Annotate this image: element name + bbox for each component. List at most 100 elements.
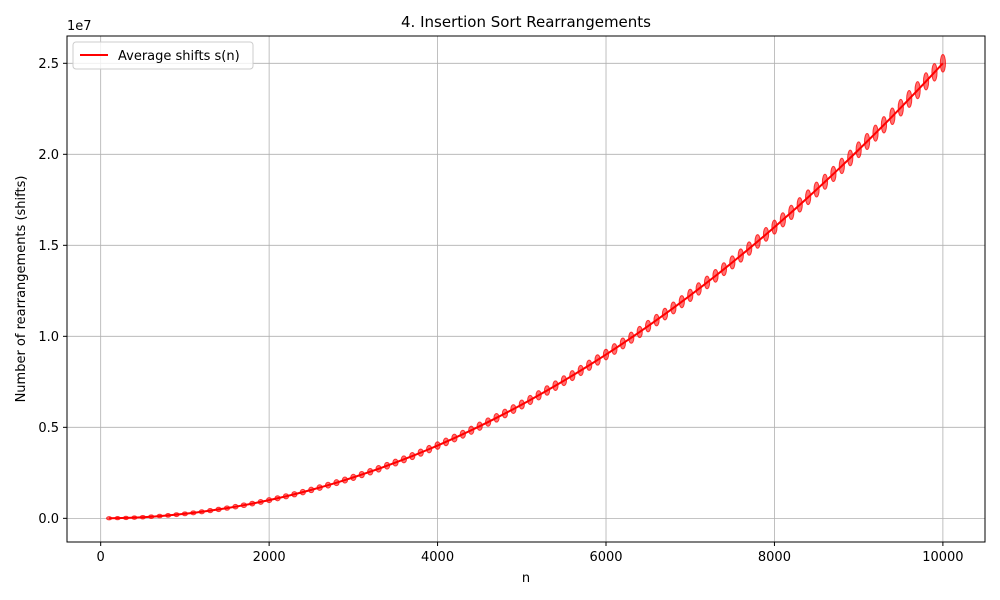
data-point bbox=[139, 514, 146, 520]
x-tick-label: 10000 bbox=[922, 550, 963, 565]
x-tick-label: 0 bbox=[97, 550, 105, 565]
y-offset-label: 1e7 bbox=[67, 19, 92, 34]
data-point bbox=[788, 204, 795, 221]
data-point bbox=[375, 464, 382, 473]
data-point bbox=[552, 380, 559, 391]
data-point bbox=[299, 488, 306, 496]
data-point bbox=[821, 173, 829, 190]
data-point bbox=[518, 399, 525, 410]
data-point bbox=[409, 451, 416, 461]
grid bbox=[67, 36, 985, 542]
series-line bbox=[109, 62, 944, 520]
y-tick-label: 0.0 bbox=[38, 512, 59, 527]
data-point bbox=[628, 331, 635, 344]
data-point bbox=[232, 503, 239, 510]
data-point bbox=[695, 282, 702, 296]
data-point bbox=[762, 226, 770, 242]
data-point bbox=[661, 307, 669, 321]
data-point bbox=[459, 429, 466, 439]
data-point bbox=[746, 241, 753, 256]
data-point bbox=[400, 455, 407, 464]
data-point bbox=[880, 116, 888, 134]
data-point bbox=[535, 390, 542, 401]
data-point bbox=[223, 505, 231, 511]
data-point bbox=[442, 437, 450, 447]
data-point bbox=[122, 515, 130, 521]
chart-title: 4. Insertion Sort Rearrangements bbox=[401, 13, 651, 31]
data-point bbox=[687, 288, 694, 302]
data-point bbox=[805, 189, 812, 206]
y-tick-label: 2.5 bbox=[38, 57, 59, 72]
data-point bbox=[131, 515, 138, 520]
y-tick-label: 1.0 bbox=[38, 330, 59, 345]
data-point bbox=[274, 495, 281, 502]
data-point bbox=[863, 133, 871, 150]
data-point bbox=[207, 508, 214, 514]
data-point bbox=[720, 262, 728, 277]
data-point bbox=[796, 197, 803, 213]
legend-frame bbox=[72, 41, 254, 70]
data-point bbox=[350, 473, 357, 481]
data-point bbox=[341, 476, 349, 484]
data-point bbox=[602, 348, 610, 361]
y-axis-title: Number of rearrangements (shifts) bbox=[14, 176, 29, 403]
data-point bbox=[543, 385, 551, 396]
data-point bbox=[215, 506, 222, 513]
data-point bbox=[468, 425, 475, 435]
data-point bbox=[653, 313, 660, 327]
data-point bbox=[358, 470, 365, 479]
data-point bbox=[114, 516, 121, 521]
y-tick-label: 0.5 bbox=[38, 421, 59, 436]
data-point bbox=[931, 63, 938, 82]
data-point bbox=[586, 359, 593, 371]
legend: Average shifts s(n) bbox=[72, 41, 254, 70]
data-point bbox=[426, 444, 433, 454]
data-point bbox=[249, 500, 256, 507]
data-point bbox=[156, 513, 163, 519]
data-point bbox=[434, 441, 441, 450]
data-layer bbox=[106, 54, 946, 521]
data-point bbox=[678, 295, 685, 309]
data-point bbox=[501, 408, 509, 419]
data-point bbox=[493, 413, 500, 423]
data-point bbox=[813, 181, 820, 198]
data-point bbox=[922, 72, 930, 91]
data-point bbox=[636, 325, 643, 339]
data-point bbox=[906, 90, 913, 108]
y-tick-label: 2.0 bbox=[38, 148, 59, 163]
data-point bbox=[181, 511, 189, 517]
data-point bbox=[645, 319, 652, 333]
data-point bbox=[173, 512, 180, 518]
legend-label: Average shifts s(n) bbox=[118, 49, 240, 64]
data-point bbox=[737, 248, 744, 263]
data-point bbox=[914, 81, 921, 100]
data-point bbox=[527, 394, 534, 406]
y-axis: 0.0 0.5 1.0 1.5 2.0 2.5 bbox=[38, 57, 67, 527]
data-point bbox=[611, 343, 618, 355]
data-point bbox=[712, 268, 719, 283]
data-point bbox=[367, 468, 374, 476]
data-point bbox=[939, 54, 946, 73]
y-tick-label: 1.5 bbox=[38, 239, 59, 254]
data-point bbox=[754, 234, 761, 249]
data-point bbox=[316, 484, 323, 491]
x-tick-label: 2000 bbox=[253, 550, 286, 565]
data-point bbox=[897, 98, 904, 117]
x-axis-title: n bbox=[522, 571, 530, 586]
data-point bbox=[190, 510, 197, 516]
data-point bbox=[847, 149, 854, 167]
data-point bbox=[282, 493, 290, 500]
data-point bbox=[476, 421, 483, 431]
data-point bbox=[830, 165, 837, 183]
data-point bbox=[383, 461, 391, 470]
x-tick-label: 6000 bbox=[589, 550, 622, 565]
x-tick-label: 8000 bbox=[758, 550, 791, 565]
data-point bbox=[569, 370, 576, 382]
data-point bbox=[510, 404, 517, 415]
data-point bbox=[106, 516, 113, 521]
data-point bbox=[872, 124, 879, 142]
data-point bbox=[164, 513, 172, 518]
data-point bbox=[148, 514, 155, 519]
data-point bbox=[392, 458, 399, 467]
